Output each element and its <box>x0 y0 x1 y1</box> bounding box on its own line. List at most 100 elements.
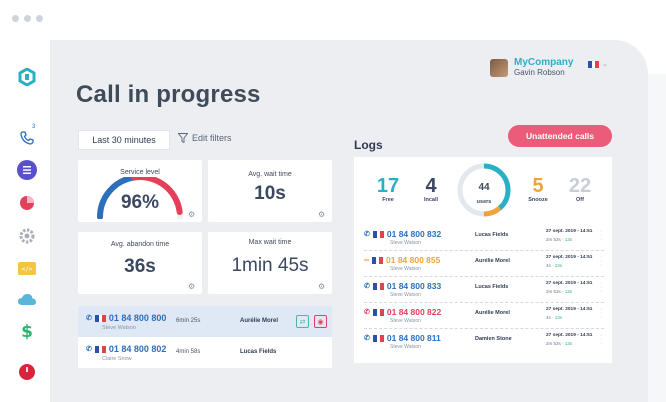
log-row[interactable]: ✆ 01 84 800 811 Steve Watson Damien Stone… <box>364 329 604 355</box>
language-dropdown[interactable]: ⌄ <box>588 60 608 68</box>
active-call-row[interactable]: ✆ 01 84 800 800 Steve Watson 6min 25s Au… <box>78 306 332 337</box>
gear-icon[interactable] <box>17 226 37 246</box>
period-select[interactable]: Last 30 minutes <box>78 130 170 150</box>
settings-icon[interactable]: ⚙ <box>188 282 196 291</box>
call-number-text: 01 84 800 800 <box>108 313 167 323</box>
cloud-icon[interactable] <box>17 290 37 310</box>
more-icon[interactable]: · · · <box>600 306 603 321</box>
log-duration: 2m 53s <box>546 237 561 242</box>
service-level-card: Service level 96% ⚙ <box>78 160 202 222</box>
users-donut <box>457 163 511 217</box>
log-caller: Steve Watson <box>390 266 421 272</box>
snooze-count: 5 <box>532 175 544 197</box>
log-row[interactable]: ✆ 01 84 800 833 Steve Watson Lucas Fields… <box>364 277 604 303</box>
french-flag-icon <box>372 256 384 264</box>
sidebar: 3 </> $ <box>0 40 50 402</box>
french-flag-icon <box>588 60 600 68</box>
voicemail-icon: ∞ <box>364 256 369 264</box>
log-number-text: 01 84 800 822 <box>386 307 442 317</box>
french-flag-icon <box>372 308 384 316</box>
incall-label: Incall <box>423 197 439 203</box>
page-title: Call in progress <box>76 81 261 108</box>
log-agent: Damien Stone <box>475 336 512 342</box>
log-duration: 2m 53s <box>546 289 561 294</box>
log-wait: 13s <box>564 237 573 242</box>
log-date: 27 sept. 2019 - 14:51 <box>546 333 593 338</box>
phone-icon: ✆ <box>364 335 370 342</box>
log-date: 27 sept. 2019 - 14:51 <box>546 307 593 312</box>
user-menu[interactable]: MyCompany Gavin Robson <box>490 57 573 78</box>
log-details: 4s · 13s <box>546 315 563 320</box>
log-caller: Steve Watson <box>390 318 421 324</box>
avg-wait-label: Avg. wait time <box>248 171 292 178</box>
log-duration: 2m 53s <box>546 341 561 346</box>
user-name: Gavin Robson <box>514 68 565 77</box>
logs-title: Logs <box>354 138 383 152</box>
window-dot[interactable] <box>12 15 19 22</box>
logs-panel: 17 Free 4 Incall 44 users 5 Snooze 22 Of… <box>354 157 612 363</box>
settings-icon[interactable]: ⚙ <box>188 210 196 219</box>
call-number: ✆ 01 84 800 802 <box>86 344 166 354</box>
dollar-icon[interactable]: $ <box>21 322 33 342</box>
off-count: 22 <box>568 175 592 197</box>
unattended-calls-button[interactable]: Unattended calls <box>508 125 612 147</box>
log-row[interactable]: ∞ 01 84 800 855 Steve Watson Aurélie More… <box>364 251 604 277</box>
log-number-text: 01 84 800 832 <box>386 229 442 239</box>
settings-icon[interactable]: ⚙ <box>318 210 326 219</box>
filter-icon <box>178 133 188 143</box>
power-icon[interactable] <box>17 362 37 382</box>
off-stat: 22 Off <box>564 175 596 203</box>
log-number: ✆ 01 84 800 833 <box>364 281 441 291</box>
pie-chart-icon[interactable] <box>17 193 37 213</box>
free-label: Free <box>382 197 394 203</box>
edit-filters-link[interactable]: Edit filters <box>178 133 232 143</box>
active-call-row[interactable]: ✆ 01 84 800 802 Claire Snow 4min 58s Luc… <box>78 337 332 368</box>
avg-wait-value: 10s <box>254 183 286 204</box>
log-duration: 4s <box>546 315 551 320</box>
settings-icon[interactable]: ⚙ <box>318 282 326 291</box>
log-date: 27 sept. 2019 - 14:51 <box>546 229 593 234</box>
window-dot[interactable] <box>24 15 31 22</box>
log-number: ∞ 01 84 800 855 <box>364 255 440 265</box>
eye-icon[interactable]: ◉ <box>314 315 327 328</box>
log-number-text: 01 84 800 833 <box>386 281 442 291</box>
phone-icon[interactable]: 3 <box>17 124 37 148</box>
phone-icon: ✆ <box>364 231 370 238</box>
list-icon[interactable] <box>17 160 37 180</box>
more-icon[interactable]: · · · <box>600 228 603 243</box>
transfer-icon[interactable]: ⇄ <box>296 315 309 328</box>
more-icon[interactable]: · · · <box>600 254 603 269</box>
free-stat: 17 Free <box>372 175 404 203</box>
missed-call-icon: ✆ <box>364 309 370 316</box>
log-row[interactable]: ✆ 01 84 800 832 Steve Watson Lucas Fields… <box>364 225 604 251</box>
phone-icon: ✆ <box>86 346 92 353</box>
log-number: ✆ 01 84 800 822 <box>364 307 441 317</box>
code-card-icon[interactable]: </> <box>17 258 37 278</box>
log-details: 2m 53s · 13s <box>546 237 573 242</box>
french-flag-icon <box>94 345 106 353</box>
users-stat: 44 users <box>468 177 500 205</box>
log-caller: Steve Watson <box>390 240 421 246</box>
avg-wait-card: Avg. wait time 10s ⚙ <box>208 160 332 222</box>
log-agent: Aurélie Morel <box>475 258 510 264</box>
window-dot[interactable] <box>36 15 43 22</box>
service-level-gauge <box>97 177 183 219</box>
log-date: 27 sept. 2019 - 14:51 <box>546 281 593 286</box>
max-wait-label: Max wait time <box>248 239 292 246</box>
log-number: ✆ 01 84 800 832 <box>364 229 441 239</box>
call-duration: 4min 58s <box>176 349 201 355</box>
log-wait: 13s <box>564 289 573 294</box>
log-number: ✆ 01 84 800 811 <box>364 333 441 343</box>
more-icon[interactable]: · · · <box>600 280 603 295</box>
log-caller: Steve Watson <box>390 292 421 298</box>
call-number: ✆ 01 84 800 800 <box>86 313 166 323</box>
log-agent: Aurélie Morel <box>475 310 510 316</box>
log-agent: Lucas Fields <box>475 232 509 238</box>
service-level-label: Service level <box>120 169 160 176</box>
french-flag-icon <box>94 314 106 322</box>
more-icon[interactable]: · · · <box>600 332 603 347</box>
log-row[interactable]: ✆ 01 84 800 822 Steve Watson Aurélie More… <box>364 303 604 329</box>
avg-abandon-value: 36s <box>124 256 156 277</box>
phone-icon: ✆ <box>86 315 92 322</box>
caller-name: Steve Watson <box>102 325 137 331</box>
